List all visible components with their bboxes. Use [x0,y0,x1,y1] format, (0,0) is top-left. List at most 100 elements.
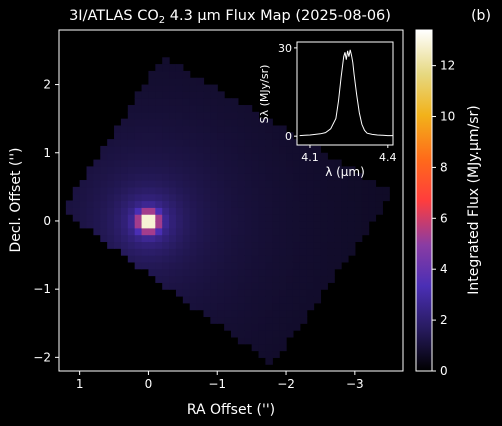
map-pixel [279,159,287,167]
map-pixel [251,295,260,304]
map-pixel [320,200,328,208]
map-pixel [251,200,260,208]
map-pixel [368,207,377,215]
map-pixel [272,261,280,270]
map-pixel [182,200,191,208]
map-pixel [258,159,266,167]
map-pixel [251,145,260,154]
map-pixel [210,261,218,270]
map-pixel [313,200,322,208]
map-pixel [203,289,211,297]
map-pixel [148,241,156,249]
map-pixel [231,139,239,147]
map-pixel [182,84,191,92]
map-pixel [244,111,253,120]
map-pixel [258,248,266,256]
map-pixel [320,159,328,167]
map-pixel [320,248,328,256]
map-pixel [224,159,232,167]
map-pixel [279,173,287,181]
map-pixel [237,125,246,133]
map-pixel [299,316,308,324]
map-pixel [265,309,273,318]
map-pixel [182,70,191,79]
map-pixel [100,166,108,174]
map-pixel [107,145,115,154]
map-pixel [148,173,156,181]
map-pixel [272,336,280,345]
map-pixel [203,220,211,229]
map-pixel [251,214,260,222]
map-pixel [292,241,301,249]
map-pixel [251,180,260,188]
map-pixel [120,118,129,127]
map-pixel [120,241,129,249]
map-pixel [182,220,191,229]
map-pixel [134,207,143,215]
map-pixel [224,98,232,106]
map-pixel [237,282,246,290]
map-pixel [217,255,225,263]
map-pixel [189,200,198,208]
map-pixel [100,220,108,229]
map-pixel [237,207,246,215]
map-pixel [134,111,143,120]
map-pixel [224,186,232,195]
map-pixel [299,241,308,249]
map-pixel [244,268,253,277]
map-pixel [306,159,315,167]
map-pixel [306,234,315,243]
map-pixel [148,77,156,86]
map-pixel [120,186,129,195]
colorbar-label: Integrated Flux (MJy.μm/sr) [466,105,482,295]
map-pixel [196,111,205,120]
map-pixel [141,111,150,120]
map-pixel [203,227,211,236]
map-pixel [299,295,308,304]
map-pixel [127,111,136,120]
map-pixel [354,227,363,236]
map-pixel [279,234,287,243]
map-pixel [306,295,315,304]
map-pixel [100,227,108,236]
map-pixel [237,200,246,208]
map-pixel [134,234,143,243]
map-pixel [114,227,122,236]
map-pixel [141,98,150,106]
map-pixel [114,200,122,208]
map-pixel [134,118,143,127]
map-pixel [189,241,198,249]
map-pixel [375,200,383,208]
map-pixel [210,193,218,202]
map-pixel [244,173,253,181]
map-pixel [286,275,294,283]
map-pixel [107,193,115,202]
map-pixel [155,173,163,181]
map-pixel [286,316,294,324]
map-pixel [237,105,246,113]
map-pixel [175,64,184,72]
map-pixel [175,159,184,167]
map-pixel [93,193,101,202]
map-pixel [182,282,191,290]
map-pixel [134,180,143,188]
map-pixel [313,255,322,263]
map-pixel [279,255,287,263]
map-pixel [127,193,136,202]
map-pixel [210,132,218,140]
map-pixel [361,180,370,188]
map-pixel [272,282,280,290]
map-pixel [162,275,170,283]
map-pixel [313,282,322,290]
map-pixel [127,207,136,215]
map-pixel [244,105,253,113]
map-pixel [347,227,356,236]
map-pixel [237,139,246,147]
map-pixel [114,139,122,147]
map-pixel [114,214,122,222]
map-pixel [237,220,246,229]
map-pixel [265,186,273,195]
map-pixel [189,214,198,222]
map-pixel [327,193,335,202]
